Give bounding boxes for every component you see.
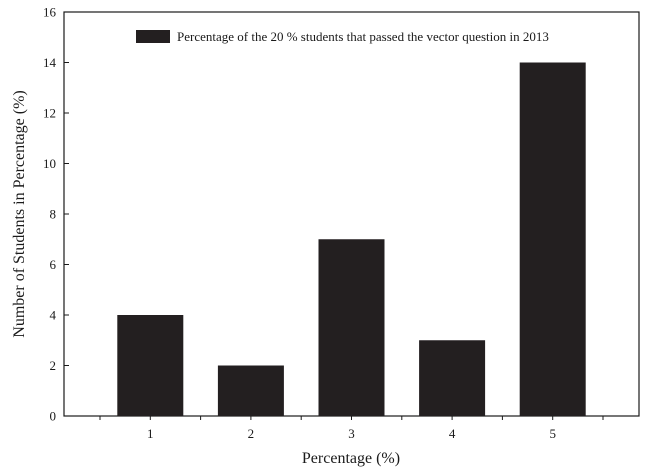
x-tick-label: 3: [348, 426, 355, 441]
bar-5: [519, 62, 586, 416]
x-tick-label: 2: [248, 426, 255, 441]
legend: Percentage of the 20 % students that pas…: [136, 29, 549, 44]
bar-2: [217, 365, 284, 416]
y-tick-label: 6: [50, 257, 57, 272]
legend-swatch: [136, 30, 170, 43]
legend-label: Percentage of the 20 % students that pas…: [177, 29, 549, 44]
y-tick-label: 4: [50, 308, 57, 323]
bar-4: [419, 340, 486, 416]
y-tick-label: 16: [43, 5, 57, 20]
y-axis-title: Number of Students in Percentage (%): [11, 90, 28, 337]
bar-3: [318, 239, 385, 416]
x-axis-title: Percentage (%): [302, 450, 400, 467]
y-tick-label: 14: [43, 55, 57, 70]
x-axis: 1 2 3 4 5: [99, 416, 604, 441]
y-tick-label: 8: [50, 207, 57, 222]
x-tick-label: 1: [147, 426, 154, 441]
y-tick-label: 0: [50, 409, 57, 424]
bar-series: [117, 62, 586, 416]
y-tick-label: 2: [50, 358, 57, 373]
y-tick-label: 12: [43, 106, 56, 121]
bar-1: [117, 315, 184, 416]
y-axis: 0 2 4 6 8 10 12 14 16: [43, 5, 69, 424]
x-tick-label: 4: [449, 426, 456, 441]
x-tick-label: 5: [549, 426, 556, 441]
y-tick-label: 10: [43, 156, 56, 171]
